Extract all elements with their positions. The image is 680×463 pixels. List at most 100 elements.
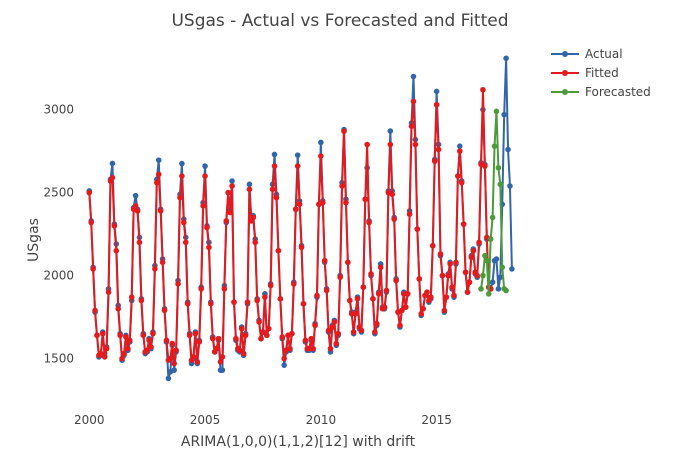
- data-point-forecasted[interactable]: [484, 257, 490, 264]
- data-point-fitted[interactable]: [94, 332, 100, 339]
- data-point-fitted[interactable]: [302, 337, 309, 344]
- data-point-forecasted[interactable]: [503, 287, 509, 294]
- data-point-fitted[interactable]: [138, 297, 145, 304]
- data-point-fitted[interactable]: [184, 301, 191, 307]
- data-point-fitted[interactable]: [281, 355, 287, 362]
- data-point-fitted[interactable]: [229, 183, 235, 189]
- data-point-fitted[interactable]: [171, 360, 177, 367]
- data-point-forecasted[interactable]: [482, 252, 488, 259]
- data-point-fitted[interactable]: [333, 340, 340, 347]
- data-point-fitted[interactable]: [260, 329, 266, 335]
- data-point-fitted[interactable]: [109, 174, 116, 181]
- data-point-actual[interactable]: [179, 160, 185, 167]
- data-point-fitted[interactable]: [169, 340, 176, 347]
- data-point-fitted[interactable]: [200, 203, 206, 209]
- data-point-actual[interactable]: [495, 286, 502, 292]
- data-point-fitted[interactable]: [291, 281, 297, 287]
- data-point-actual[interactable]: [271, 151, 278, 158]
- data-point-fitted[interactable]: [416, 276, 423, 282]
- data-point-fitted[interactable]: [298, 244, 305, 251]
- data-point-actual[interactable]: [456, 143, 463, 149]
- data-point-fitted[interactable]: [420, 305, 426, 312]
- data-point-fitted[interactable]: [341, 128, 347, 135]
- data-point-actual[interactable]: [489, 279, 496, 286]
- data-point-fitted[interactable]: [198, 286, 204, 292]
- data-point-fitted[interactable]: [346, 297, 353, 304]
- data-point-fitted[interactable]: [466, 279, 473, 286]
- data-point-forecasted[interactable]: [480, 272, 486, 279]
- data-point-fitted[interactable]: [308, 335, 314, 342]
- data-point-forecasted[interactable]: [495, 164, 502, 171]
- data-point-fitted[interactable]: [306, 345, 313, 352]
- data-point-fitted[interactable]: [213, 345, 220, 352]
- data-point-fitted[interactable]: [163, 337, 170, 344]
- data-point-fitted[interactable]: [391, 216, 397, 222]
- data-point-actual[interactable]: [155, 157, 162, 163]
- data-point-actual[interactable]: [493, 256, 500, 262]
- data-point-fitted[interactable]: [250, 214, 257, 221]
- data-point-fitted[interactable]: [339, 183, 345, 189]
- data-point-fitted[interactable]: [98, 350, 104, 357]
- data-point-fitted[interactable]: [175, 281, 181, 287]
- data-point-fitted[interactable]: [350, 329, 357, 335]
- data-point-fitted[interactable]: [374, 320, 380, 327]
- data-point-fitted[interactable]: [181, 219, 187, 226]
- data-point-fitted[interactable]: [103, 345, 110, 352]
- data-point-fitted[interactable]: [192, 330, 199, 337]
- legend[interactable]: Actual Fitted Forecasted: [551, 47, 651, 99]
- data-point-fitted[interactable]: [372, 329, 378, 335]
- data-point-fitted[interactable]: [449, 284, 455, 291]
- data-point-forecasted[interactable]: [489, 214, 496, 221]
- data-point-fitted[interactable]: [265, 325, 272, 332]
- data-point-fitted[interactable]: [335, 330, 342, 337]
- data-point-fitted[interactable]: [86, 189, 93, 196]
- data-point-fitted[interactable]: [121, 350, 127, 357]
- data-point-fitted[interactable]: [258, 335, 264, 342]
- data-point-fitted[interactable]: [202, 173, 208, 179]
- data-point-fitted[interactable]: [480, 86, 486, 93]
- data-point-actual[interactable]: [507, 183, 513, 189]
- data-point-fitted[interactable]: [150, 330, 156, 337]
- data-point-fitted[interactable]: [296, 201, 303, 208]
- data-point-fitted[interactable]: [412, 141, 419, 148]
- data-point-fitted[interactable]: [318, 153, 324, 159]
- data-point-fitted[interactable]: [424, 289, 430, 295]
- data-point-actual[interactable]: [318, 139, 324, 146]
- data-point-forecasted[interactable]: [497, 181, 504, 188]
- data-point-fitted[interactable]: [337, 274, 343, 281]
- data-point-fitted[interactable]: [399, 307, 405, 314]
- data-point-fitted[interactable]: [377, 264, 384, 271]
- data-point-fitted[interactable]: [182, 239, 189, 246]
- data-point-fitted[interactable]: [209, 335, 216, 342]
- data-point-fitted[interactable]: [410, 98, 417, 105]
- data-point-fitted[interactable]: [240, 350, 247, 357]
- data-point-fitted[interactable]: [343, 199, 349, 206]
- data-point-fitted[interactable]: [325, 327, 332, 334]
- data-point-fitted[interactable]: [167, 355, 174, 362]
- data-point-fitted[interactable]: [273, 194, 280, 201]
- data-point-fitted[interactable]: [277, 296, 284, 302]
- data-point-fitted[interactable]: [300, 301, 307, 307]
- data-point-fitted[interactable]: [468, 254, 475, 261]
- data-point-actual[interactable]: [109, 160, 116, 167]
- data-point-actual[interactable]: [281, 362, 287, 368]
- data-point-fitted[interactable]: [204, 224, 210, 231]
- data-point-fitted[interactable]: [458, 179, 465, 186]
- data-point-fitted[interactable]: [231, 299, 237, 305]
- data-point-fitted[interactable]: [381, 304, 388, 310]
- data-point-fitted[interactable]: [105, 289, 112, 295]
- data-point-forecasted[interactable]: [478, 286, 484, 292]
- data-point-actual[interactable]: [410, 73, 417, 80]
- data-point-fitted[interactable]: [451, 292, 457, 299]
- data-point-actual[interactable]: [202, 163, 208, 169]
- data-point-fitted[interactable]: [119, 355, 125, 362]
- data-point-fitted[interactable]: [254, 297, 260, 304]
- data-point-actual[interactable]: [229, 178, 235, 184]
- data-point-fitted[interactable]: [194, 359, 201, 365]
- data-point-fitted[interactable]: [217, 359, 224, 365]
- data-point-fitted[interactable]: [429, 242, 436, 249]
- data-point-fitted[interactable]: [360, 284, 367, 291]
- data-point-fitted[interactable]: [470, 247, 477, 254]
- data-point-fitted[interactable]: [136, 239, 143, 246]
- data-point-fitted[interactable]: [476, 239, 482, 246]
